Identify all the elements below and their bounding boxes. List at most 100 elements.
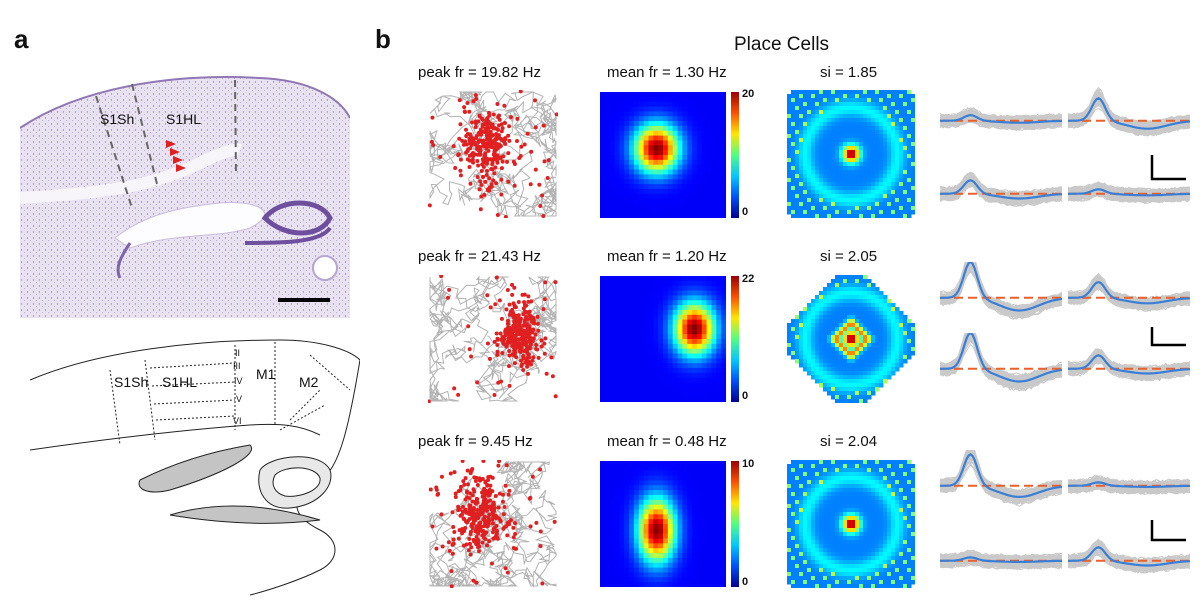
rate-map-bin [604,494,611,501]
autocorr-bin [859,138,864,143]
autocorr-bin [883,303,888,308]
rate-map-bin [648,329,654,335]
rate-map-bin [701,494,708,501]
autocorr-bin [787,114,792,119]
rate-map-bin [600,309,606,316]
autocorr-bin [875,303,880,308]
rate-map-bin [682,538,688,544]
rate-map-bin [716,121,722,127]
autocorr-bin [879,170,884,175]
rate-map-bin [653,538,659,544]
rate-map-bin [696,324,703,330]
autocorr-bin [827,138,832,143]
rate-map-bin [682,198,688,204]
autocorr-bin [791,544,796,549]
autocorr-bin [891,347,896,352]
spike-dot [485,524,490,529]
rate-map-bin [701,155,708,161]
rate-map-bin [687,363,693,369]
autocorr-bin [839,154,844,159]
rate-map-bin [614,557,620,564]
rate-map-bin [667,582,674,587]
rate-map-bin [629,538,635,544]
autocorr-bin [883,102,888,107]
rate-map-bin [721,319,726,325]
rate-map-bin [663,116,669,122]
rate-map-bin [604,524,611,530]
autocorr-bin [815,540,820,545]
panel-b-letter: b [375,24,391,54]
spike-dot [477,149,482,154]
rate-map-bin [677,208,683,214]
rate-map-bin [696,494,703,501]
rate-map-bin [672,208,679,214]
autocorr-bin [827,391,832,396]
spike-dot [512,285,517,290]
autocorr-bin [839,162,844,167]
rate-map-bin [633,329,640,335]
autocorr-bin [787,464,792,469]
autocorr-bin [907,98,912,103]
autocorr-bin [875,311,880,316]
spike-dot [447,287,452,292]
autocorr-bin [855,387,860,392]
autocorr-bin [835,202,840,207]
autocorr-bin [895,170,900,175]
autocorr-bin [815,524,820,529]
autocorr-bin [799,580,804,585]
rate-map-bin [604,111,611,117]
rate-map-bin [609,519,616,525]
autocorr-bin [879,359,884,364]
rate-map-bin [609,353,616,359]
rate-map-bin [648,538,654,544]
spike-dot [518,350,523,355]
autocorr-bin [843,202,848,207]
spike-dot [520,292,525,297]
rate-map-bin [706,372,712,379]
histology-label-s1sh: S1Sh [100,111,135,127]
rate-map-bin [653,101,659,108]
autocorr-bin [899,335,904,340]
autocorr-bin [811,162,816,167]
autocorr-bin [795,464,800,469]
rate-map-bin [658,387,664,393]
rate-map-bin [658,392,664,398]
spike-dot [462,529,467,534]
autocorr-bin [795,166,800,171]
autocorr-bin [803,580,808,585]
rate-map-bin [716,106,722,112]
rate-map-bin [643,353,649,359]
rate-map-bin [600,319,606,325]
spike-dot [463,497,468,502]
rate-map-bin [604,280,611,287]
autocorr-bin [815,186,820,191]
rate-map-bin [619,499,625,506]
autocorr-bin [907,339,912,344]
autocorr-bin [903,214,908,218]
rate-map-bin [701,135,708,141]
autocorr-bin [803,460,808,465]
rate-map-bin [648,280,654,287]
autocorr-bin [791,532,796,537]
autocorr-bin [795,94,800,99]
autocorr-bin [903,166,908,171]
rate-map-bin [672,155,679,161]
rate-map-bin [629,334,635,340]
autocorr-bin [819,118,824,123]
rate-map-bin [706,159,712,166]
rate-map-bin [663,557,669,564]
autocorr-bin [827,307,832,312]
spike-dot [480,494,485,499]
autocorr-bin [879,154,884,159]
rate-map-bin [653,203,659,209]
rate-map-bin [614,470,620,477]
autocorr-bin [899,126,904,131]
rate-map-bin [629,485,635,491]
autocorr-bin [811,371,816,376]
rate-map-bin [653,353,659,359]
autocorr-bin [827,335,832,340]
rate-map-bin [701,198,708,204]
autocorr-bin [879,90,884,95]
autocorr-bin [799,154,804,159]
rate-map-bin [658,562,664,569]
